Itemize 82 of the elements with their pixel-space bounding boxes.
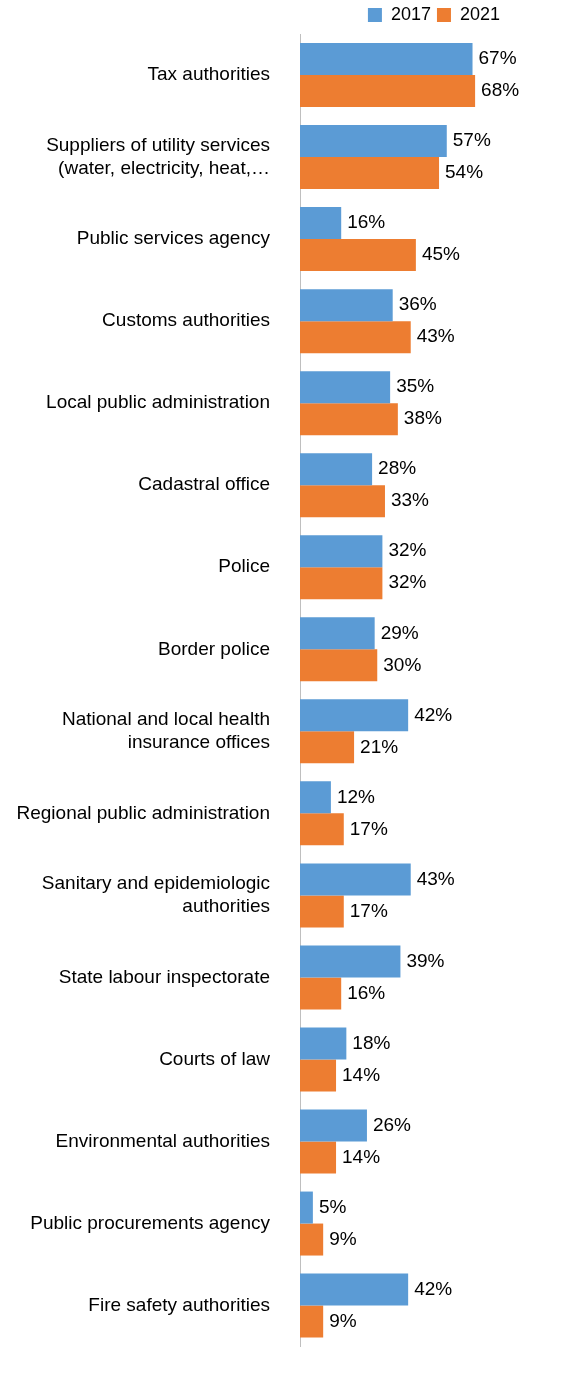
y-tick-label: Sanitary and epidemiologic authorities	[41, 872, 270, 917]
bar	[300, 781, 331, 814]
y-tick-label: Suppliers of utility services (water, electricity, heat,…	[46, 133, 270, 178]
legend-label: 2021	[459, 3, 500, 24]
y-tick-label: National and local health insurance offices	[61, 708, 270, 752]
data-label: 29%	[380, 621, 419, 643]
y-tick-label: Public procurements agency	[30, 1211, 271, 1233]
bar	[300, 239, 416, 272]
bar	[300, 1141, 337, 1174]
data-label: 16%	[347, 211, 386, 233]
bar	[300, 1273, 409, 1306]
bar	[300, 453, 373, 486]
bar	[300, 699, 409, 732]
data-label: 9%	[329, 1227, 357, 1249]
data-label: 5%	[318, 1195, 347, 1217]
data-label: 18%	[352, 1031, 391, 1053]
bar	[300, 977, 342, 1010]
data-label: 36%	[398, 293, 437, 315]
bar	[300, 207, 342, 240]
data-label: 14%	[342, 1063, 381, 1085]
data-label: 33%	[390, 489, 430, 511]
data-label: 9%	[329, 1309, 357, 1331]
bar	[300, 535, 383, 568]
data-label: 42%	[414, 1277, 453, 1299]
y-tick-label: State labour inspectorate	[58, 965, 270, 987]
y-tick-label: Environmental authorities	[55, 1129, 270, 1151]
data-label: 38%	[403, 407, 442, 429]
y-tick-label: Cadastral office	[138, 473, 270, 495]
bar	[300, 1305, 324, 1338]
y-tick-label: Public services agency	[76, 227, 271, 249]
data-label: 45%	[421, 243, 461, 265]
data-label: 57%	[452, 129, 491, 151]
bar	[300, 1223, 324, 1256]
y-tick-label: Border police	[158, 637, 270, 659]
data-label: 28%	[378, 457, 417, 479]
bar	[300, 1191, 313, 1224]
y-tick-label: Fire safety authorities	[88, 1293, 270, 1315]
data-label: 26%	[372, 1113, 412, 1135]
bar	[300, 567, 383, 600]
bar	[300, 617, 375, 650]
data-label: 43%	[416, 325, 455, 347]
bar	[300, 649, 378, 682]
bar	[300, 1027, 347, 1060]
bar	[300, 125, 447, 158]
bar	[300, 43, 473, 76]
legend-label: 2017	[390, 3, 431, 24]
bar	[300, 731, 355, 764]
bar	[300, 403, 398, 436]
bar	[300, 371, 391, 404]
data-label: 32%	[388, 539, 427, 561]
bar	[300, 321, 411, 354]
data-label: 17%	[349, 817, 388, 839]
y-tick-label: Courts of law	[159, 1047, 271, 1069]
bar	[300, 895, 344, 928]
y-tick-label: Regional public administration	[16, 801, 270, 823]
data-label: 54%	[445, 161, 484, 183]
data-label: 16%	[347, 981, 386, 1003]
data-label: 14%	[342, 1145, 381, 1167]
data-label: 68%	[481, 79, 520, 101]
bar	[300, 157, 440, 190]
data-label: 17%	[349, 899, 388, 921]
data-label: 32%	[388, 571, 427, 593]
data-label: 30%	[383, 653, 422, 675]
bar	[300, 289, 393, 322]
data-label: 42%	[414, 703, 453, 725]
y-tick-label: Customs authorities	[102, 309, 270, 331]
y-tick-label: Local public administration	[46, 391, 270, 413]
data-label: 21%	[360, 735, 399, 757]
bar	[300, 863, 411, 896]
data-label: 39%	[406, 949, 445, 971]
bar	[300, 485, 385, 518]
bar	[300, 1059, 337, 1092]
data-label: 12%	[336, 785, 376, 807]
bar	[300, 813, 344, 846]
y-tick-label: Tax authorities	[147, 63, 270, 85]
bar	[300, 75, 476, 108]
bar	[300, 945, 401, 978]
data-label: 43%	[416, 867, 455, 889]
bar	[300, 1109, 367, 1142]
data-label: 35%	[396, 375, 435, 397]
y-tick-label: Police	[218, 555, 270, 577]
data-label: 67%	[478, 47, 517, 69]
